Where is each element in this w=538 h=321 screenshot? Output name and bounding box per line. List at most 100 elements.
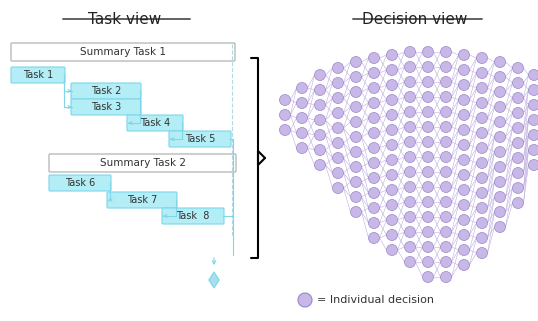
Text: Task 6: Task 6 — [65, 178, 95, 188]
FancyBboxPatch shape — [49, 175, 111, 191]
Circle shape — [350, 161, 362, 172]
Circle shape — [296, 143, 308, 153]
FancyBboxPatch shape — [169, 131, 231, 147]
Circle shape — [458, 94, 470, 106]
Circle shape — [405, 227, 415, 238]
Circle shape — [477, 203, 487, 213]
Circle shape — [369, 98, 379, 108]
Circle shape — [386, 185, 398, 195]
Circle shape — [386, 214, 398, 225]
Circle shape — [528, 84, 538, 96]
Circle shape — [386, 199, 398, 211]
Circle shape — [298, 293, 312, 307]
Circle shape — [513, 108, 523, 118]
Circle shape — [458, 49, 470, 60]
Circle shape — [332, 152, 343, 163]
Circle shape — [477, 112, 487, 124]
Circle shape — [494, 206, 506, 218]
Circle shape — [441, 62, 451, 73]
Circle shape — [422, 212, 434, 222]
Circle shape — [458, 109, 470, 120]
Circle shape — [332, 123, 343, 134]
Circle shape — [422, 107, 434, 117]
Circle shape — [315, 84, 325, 96]
Circle shape — [422, 47, 434, 57]
Circle shape — [350, 56, 362, 67]
Circle shape — [494, 72, 506, 82]
Circle shape — [528, 115, 538, 126]
Circle shape — [528, 100, 538, 110]
Circle shape — [494, 221, 506, 232]
Circle shape — [405, 212, 415, 222]
Circle shape — [315, 144, 325, 155]
Circle shape — [441, 212, 451, 222]
Circle shape — [369, 112, 379, 124]
Circle shape — [422, 272, 434, 282]
Circle shape — [422, 241, 434, 253]
Circle shape — [369, 172, 379, 184]
Circle shape — [458, 185, 470, 195]
Circle shape — [369, 218, 379, 229]
Circle shape — [494, 101, 506, 112]
Circle shape — [405, 241, 415, 253]
Circle shape — [405, 181, 415, 193]
Circle shape — [350, 132, 362, 143]
Circle shape — [296, 98, 308, 108]
Circle shape — [528, 144, 538, 155]
Circle shape — [386, 65, 398, 75]
Circle shape — [350, 101, 362, 112]
Circle shape — [422, 76, 434, 88]
FancyBboxPatch shape — [11, 67, 65, 83]
Circle shape — [422, 136, 434, 148]
Circle shape — [528, 129, 538, 141]
Circle shape — [422, 181, 434, 193]
Circle shape — [422, 227, 434, 238]
Circle shape — [422, 122, 434, 133]
FancyBboxPatch shape — [71, 83, 141, 99]
Circle shape — [405, 136, 415, 148]
Circle shape — [513, 168, 523, 178]
Circle shape — [477, 232, 487, 244]
FancyBboxPatch shape — [71, 99, 141, 115]
Circle shape — [369, 82, 379, 93]
Circle shape — [405, 62, 415, 73]
Circle shape — [513, 197, 523, 209]
Text: Task 1: Task 1 — [23, 70, 53, 80]
Circle shape — [332, 168, 343, 178]
Circle shape — [386, 169, 398, 180]
Circle shape — [513, 92, 523, 103]
Circle shape — [458, 169, 470, 180]
Circle shape — [422, 91, 434, 102]
Circle shape — [441, 196, 451, 207]
Circle shape — [386, 245, 398, 256]
Circle shape — [369, 232, 379, 244]
Circle shape — [441, 272, 451, 282]
Circle shape — [458, 80, 470, 91]
Circle shape — [386, 49, 398, 60]
Circle shape — [477, 172, 487, 184]
Circle shape — [477, 127, 487, 138]
Circle shape — [528, 70, 538, 81]
Polygon shape — [209, 272, 219, 288]
Circle shape — [477, 187, 487, 198]
Circle shape — [494, 132, 506, 143]
Circle shape — [513, 63, 523, 74]
Circle shape — [422, 62, 434, 73]
Circle shape — [528, 160, 538, 170]
Circle shape — [280, 94, 291, 106]
Circle shape — [350, 146, 362, 158]
Circle shape — [477, 67, 487, 79]
Circle shape — [458, 199, 470, 211]
Circle shape — [441, 167, 451, 178]
Circle shape — [441, 47, 451, 57]
Text: Summary Task 2: Summary Task 2 — [100, 158, 186, 168]
Circle shape — [441, 181, 451, 193]
Circle shape — [441, 107, 451, 117]
Circle shape — [494, 192, 506, 203]
Circle shape — [441, 122, 451, 133]
Circle shape — [477, 218, 487, 229]
Circle shape — [458, 245, 470, 256]
Circle shape — [386, 140, 398, 151]
Text: Task 3: Task 3 — [91, 102, 121, 112]
Circle shape — [458, 125, 470, 135]
